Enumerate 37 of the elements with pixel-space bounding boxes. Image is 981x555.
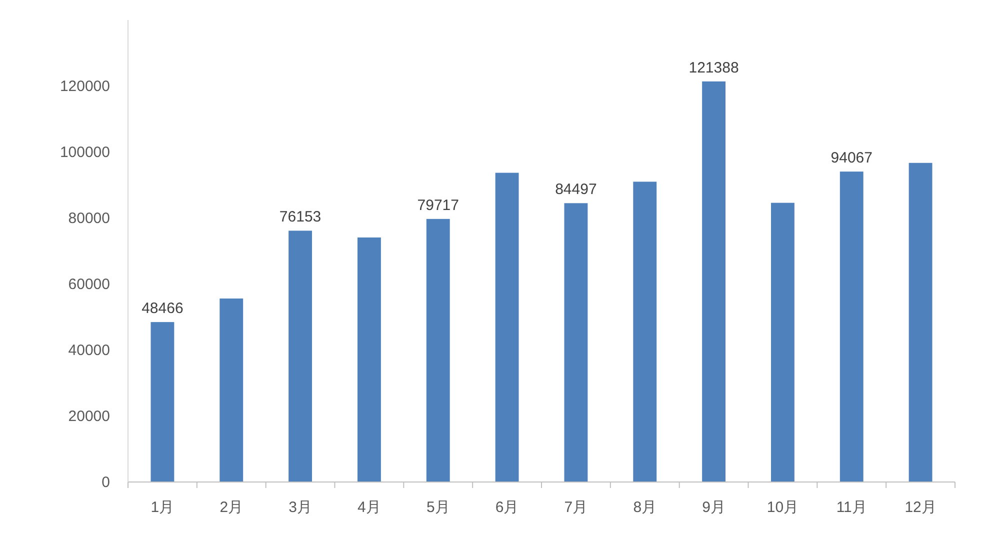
y-tick-label: 120000 [60, 78, 110, 95]
y-tick-label: 0 [102, 474, 110, 491]
y-tick-label: 40000 [68, 342, 110, 359]
x-tick-label: 12月 [904, 499, 936, 516]
y-tick-label: 80000 [68, 210, 110, 227]
x-tick-label: 5月 [426, 499, 450, 516]
bar [702, 81, 726, 482]
x-tick-label: 10月 [766, 499, 799, 516]
bar [150, 322, 174, 482]
data-label: 94067 [830, 150, 872, 167]
data-label: 84497 [555, 181, 597, 198]
bar [426, 218, 450, 482]
x-tick-label: 3月 [288, 499, 312, 516]
data-label: 76153 [279, 208, 322, 226]
x-tick-label: 9月 [702, 499, 726, 516]
x-tick-label: 2月 [220, 499, 244, 516]
bar [220, 298, 244, 482]
bar [564, 203, 588, 482]
bar [288, 230, 312, 482]
y-tick-label: 20000 [68, 408, 110, 425]
x-tick-label: 8月 [633, 499, 657, 516]
data-label: 121388 [688, 59, 739, 76]
bar [770, 202, 794, 482]
y-tick-label: 100000 [60, 144, 110, 161]
bar [840, 172, 864, 482]
bar [908, 162, 932, 482]
data-label: 79717 [417, 196, 459, 214]
x-tick-label: 4月 [358, 499, 381, 516]
x-tick-label: 6月 [495, 499, 519, 516]
bar [357, 237, 381, 482]
x-tick-label: 1月 [150, 499, 174, 516]
bar [633, 182, 657, 482]
data-label: 48466 [142, 300, 184, 318]
y-tick-label: 60000 [68, 276, 110, 293]
bar [495, 172, 519, 482]
x-tick-label: 7月 [564, 499, 588, 516]
x-tick-label: 11月 [836, 499, 867, 516]
